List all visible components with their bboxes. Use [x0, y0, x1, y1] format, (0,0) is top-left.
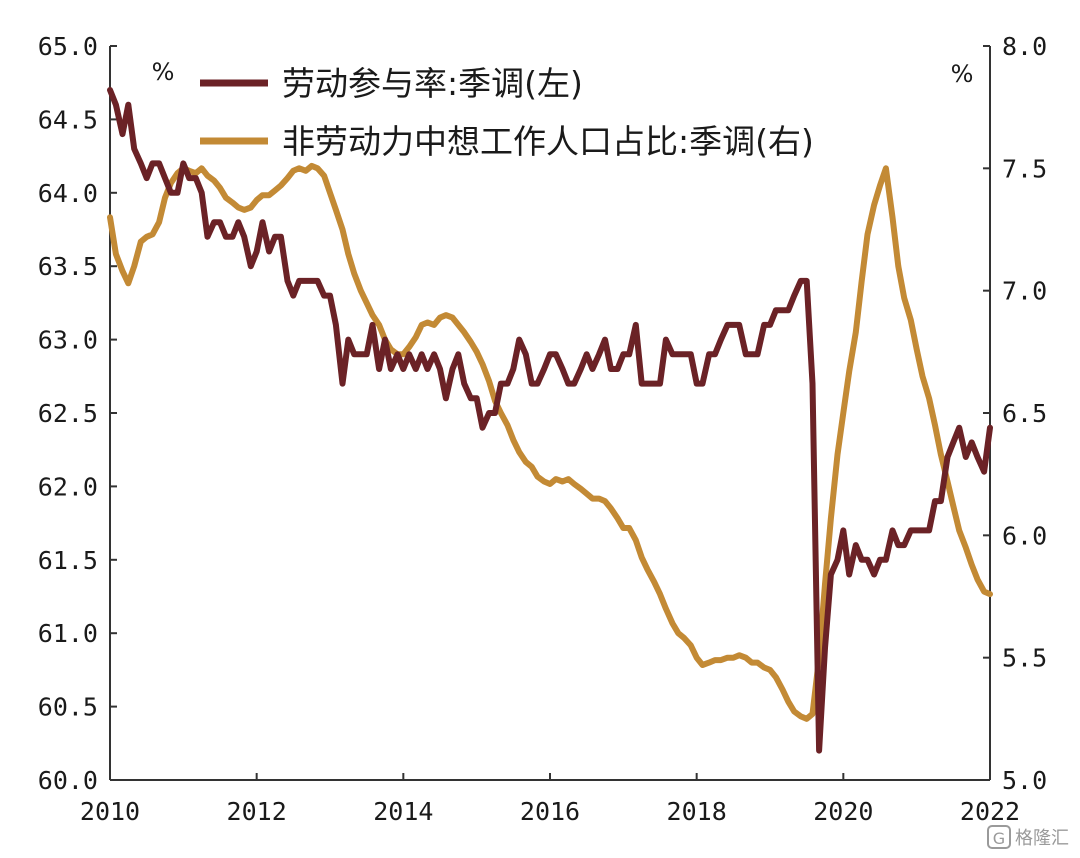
series-line-want-job: [107, 162, 993, 722]
legend-item-participation: 劳动参与率:季调(左): [200, 64, 583, 103]
left-tick-label: 62.0: [38, 472, 98, 501]
left-tick-label: 62.5: [38, 399, 98, 428]
svg-text:G: G: [993, 829, 1005, 848]
right-tick-label: 5.5: [1002, 644, 1047, 673]
left-tick-label: 61.0: [38, 619, 98, 648]
right-axis-ticks: 5.0 5.5 6.0 6.5 7.0 7.5 8.0: [983, 32, 1047, 795]
right-axis-unit: %: [951, 60, 974, 88]
left-tick-label: 65.0: [38, 32, 98, 61]
left-tick-label: 63.0: [38, 326, 98, 355]
left-tick-label: 64.0: [38, 179, 98, 208]
right-tick-label: 7.0: [1002, 277, 1047, 306]
right-tick-label: 6.5: [1002, 399, 1047, 428]
x-tick-label: 2022: [960, 797, 1020, 826]
x-tick-label: 2014: [373, 797, 433, 826]
watermark: G 格隆汇: [987, 825, 1069, 849]
G-logo-icon: G: [987, 825, 1011, 849]
legend-label-participation: 劳动参与率:季调(左): [282, 64, 583, 103]
x-tick-label: 2012: [227, 797, 287, 826]
left-axis-unit: %: [152, 58, 175, 86]
x-tick-label: 2016: [520, 797, 580, 826]
x-axis-ticks: 2010 2012 2014 2016 2018 2020 2022: [80, 773, 1020, 826]
left-tick-label: 60.5: [38, 693, 98, 722]
legend-label-want-job: 非劳动力中想工作人口占比:季调(右): [282, 122, 814, 161]
x-tick-label: 2010: [80, 797, 140, 826]
series-layer: [107, 87, 993, 754]
x-tick-label: 2018: [667, 797, 727, 826]
left-tick-label: 63.5: [38, 252, 98, 281]
left-tick-label: 64.5: [38, 105, 98, 134]
left-tick-label: 61.5: [38, 546, 98, 575]
right-tick-label: 7.5: [1002, 154, 1047, 183]
series-line-participation: [107, 87, 993, 754]
legend: 劳动参与率:季调(左) 非劳动力中想工作人口占比:季调(右): [200, 64, 814, 161]
right-tick-label: 5.0: [1002, 766, 1047, 795]
x-tick-label: 2020: [813, 797, 873, 826]
left-axis-ticks: 60.0 60.5 61.0 61.5 62.0 62.5 63.0 63.5 64.0 64.5…: [38, 32, 117, 795]
right-tick-label: 6.0: [1002, 521, 1047, 550]
legend-item-want-job: 非劳动力中想工作人口占比:季调(右): [200, 122, 814, 161]
right-tick-label: 8.0: [1002, 32, 1047, 61]
left-tick-label: 60.0: [38, 766, 98, 795]
watermark-text: 格隆汇: [1015, 828, 1069, 849]
